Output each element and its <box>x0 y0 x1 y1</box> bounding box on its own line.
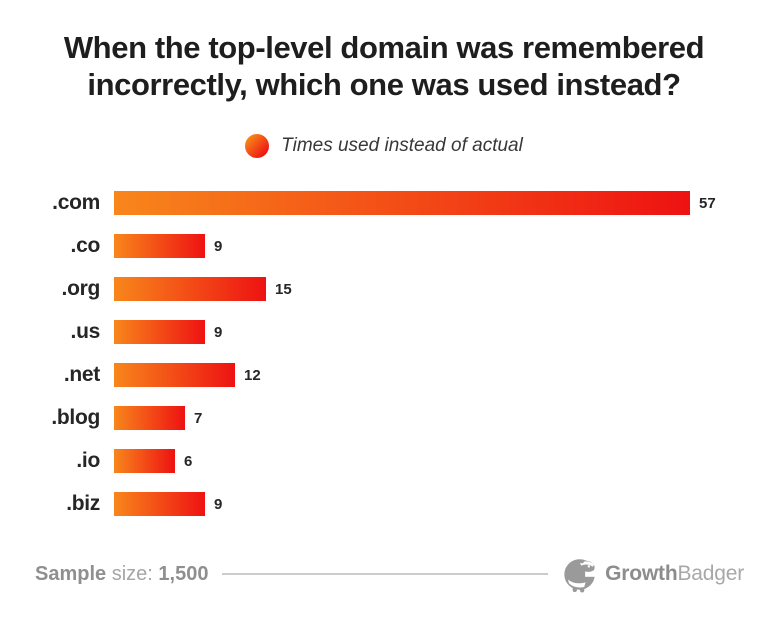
tick-label: .co <box>70 234 101 257</box>
legend-dot-icon <box>245 134 270 158</box>
bar-row: .org 15 <box>0 277 768 301</box>
page-title: When the top-level domain was remembered… <box>0 0 768 103</box>
sample-word: Sample <box>35 562 107 585</box>
brand-name-bold: Growth <box>605 562 678 585</box>
growthbadger-logo: GrowthBadger <box>562 555 744 594</box>
bar-row: .net 12 <box>0 363 768 387</box>
title-line-1: When the top-level domain was remembered <box>63 30 705 65</box>
bar <box>114 492 205 516</box>
value-label: 9 <box>214 323 223 341</box>
sample-size-label: Sample size: 1,500 <box>35 563 208 586</box>
value-label: 9 <box>214 237 223 255</box>
legend: Times used instead of actual <box>0 134 768 158</box>
bar-row: .blog 7 <box>0 406 768 430</box>
legend-label: Times used instead of actual <box>281 135 523 156</box>
bar <box>114 277 266 301</box>
tick-label: .biz <box>66 492 100 515</box>
bar-row: .com 57 <box>0 191 768 215</box>
divider-line <box>222 573 549 575</box>
tick-label: .blog <box>51 406 100 429</box>
bar-row: .io 6 <box>0 449 768 473</box>
value-label: 9 <box>214 495 223 513</box>
tick-label: .com <box>52 191 100 214</box>
brand-name-light: Badger <box>677 562 744 585</box>
tick-label: .io <box>76 449 100 472</box>
sample-value: 1,500 <box>158 562 209 585</box>
brand-name: GrowthBadger <box>605 562 744 586</box>
bar-chart: .com 57 .co 9 .org 15 .us 9 .net 12 .blog 7 .io 6 .biz… <box>0 191 768 516</box>
value-label: 12 <box>244 366 261 384</box>
bar-row: .biz 9 <box>0 492 768 516</box>
badger-icon <box>564 558 600 592</box>
tick-label: .net <box>63 363 100 386</box>
bar <box>114 320 205 344</box>
bar <box>114 363 235 387</box>
footer: Sample size: 1,500 GrowthBadger <box>35 552 744 596</box>
bar-row: .co 9 <box>0 234 768 258</box>
bar <box>114 191 690 215</box>
value-label: 6 <box>184 452 193 470</box>
tick-label: .us <box>70 320 101 343</box>
value-label: 7 <box>194 409 203 427</box>
bar <box>114 234 205 258</box>
bar-row: .us 9 <box>0 320 768 344</box>
value-label: 15 <box>275 280 292 298</box>
tick-label: .org <box>61 277 101 300</box>
value-label: 57 <box>699 194 716 212</box>
size-word: size: <box>111 562 153 585</box>
bar <box>114 406 185 430</box>
title-line-2: incorrectly, which one was used instead? <box>87 67 681 102</box>
bar <box>114 449 175 473</box>
